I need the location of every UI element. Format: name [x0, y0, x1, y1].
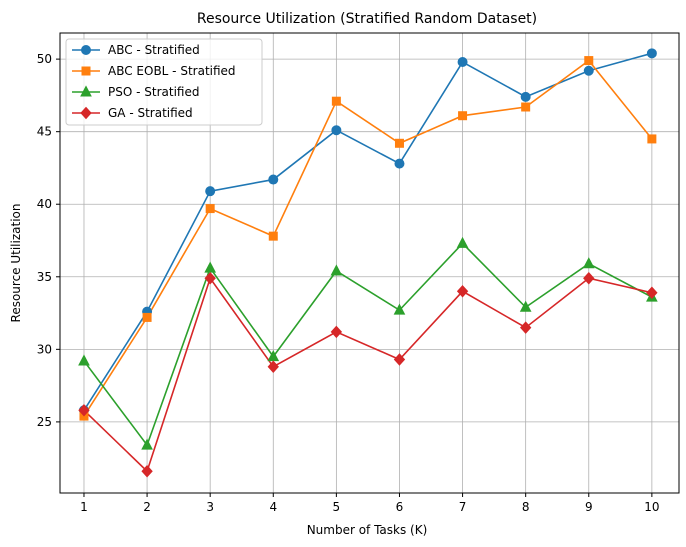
data-point [205, 186, 216, 197]
data-point [458, 111, 468, 121]
data-point [519, 300, 532, 312]
y-axis-label: Resource Utilization [9, 204, 23, 323]
y-tick-label: 40 [37, 197, 52, 211]
x-tick-label: 2 [143, 500, 151, 514]
data-point [142, 312, 152, 322]
data-point [331, 125, 342, 136]
data-point [519, 321, 532, 334]
data-point [204, 261, 217, 273]
series-lines [83, 52, 653, 473]
data-point [330, 264, 343, 276]
legend-marker [80, 85, 92, 97]
data-point [267, 360, 279, 373]
x-tick-label: 10 [644, 500, 659, 514]
data-point [583, 65, 594, 76]
data-point [78, 354, 90, 366]
data-point [141, 464, 153, 478]
legend-label: GA - Stratified [108, 106, 193, 120]
series-line-4 [83, 276, 653, 473]
data-point [205, 204, 215, 214]
legend-marker [81, 45, 91, 55]
data-point [584, 56, 594, 66]
x-axis-label: Number of Tasks (K) [307, 523, 428, 537]
data-point [330, 325, 343, 339]
legend-label: ABC - Stratified [108, 43, 200, 57]
series-line-3 [83, 242, 653, 447]
legend-label: ABC EOBL - Stratified [108, 64, 236, 78]
data-point [583, 271, 595, 285]
data-point [393, 303, 406, 315]
y-tick-label: 30 [37, 342, 52, 356]
data-point [456, 285, 469, 298]
legend-label: PSO - Stratified [108, 85, 199, 99]
data-point [646, 48, 657, 59]
x-tick-label: 3 [206, 500, 214, 514]
data-point [457, 57, 468, 68]
x-axis: 1 2 3 4 5 6 7 8 9 10 [80, 493, 660, 514]
data-point [520, 91, 531, 102]
x-tick-label: 4 [269, 500, 277, 514]
y-tick-label: 35 [37, 270, 52, 284]
legend-box [65, 38, 263, 126]
y-tick-label: 25 [37, 415, 52, 429]
y-tick-label: 50 [37, 52, 52, 66]
x-tick-label: 7 [459, 500, 467, 514]
data-point [204, 271, 216, 285]
data-point [456, 236, 469, 248]
x-tick-label: 8 [522, 500, 530, 514]
data-point [268, 231, 278, 241]
chart-title: Resource Utilization (Stratified Random … [197, 11, 537, 27]
data-point [331, 96, 341, 106]
x-tick-label: 6 [396, 500, 404, 514]
data-point [394, 158, 405, 169]
data-point [646, 286, 658, 299]
y-axis: 25 30 35 40 45 50 [37, 52, 60, 429]
series-line-2 [83, 59, 653, 417]
data-point [393, 353, 406, 366]
data-point [394, 138, 404, 148]
legend: ABC - Stratified ABC EOBL - Stratified PSO… [65, 38, 263, 126]
y-tick-label: 45 [37, 125, 52, 139]
x-tick-label: 5 [333, 500, 341, 514]
legend-marker [81, 66, 91, 76]
legend-marker [80, 106, 92, 120]
data-point [78, 404, 90, 417]
data-point [141, 438, 153, 450]
x-tick-label: 1 [80, 500, 88, 514]
data-point [582, 257, 595, 269]
data-point [647, 134, 657, 144]
plot-frame [59, 32, 680, 494]
series-markers [78, 48, 658, 478]
data-point [268, 174, 279, 185]
x-tick-label: 9 [585, 500, 593, 514]
data-point [521, 102, 531, 112]
